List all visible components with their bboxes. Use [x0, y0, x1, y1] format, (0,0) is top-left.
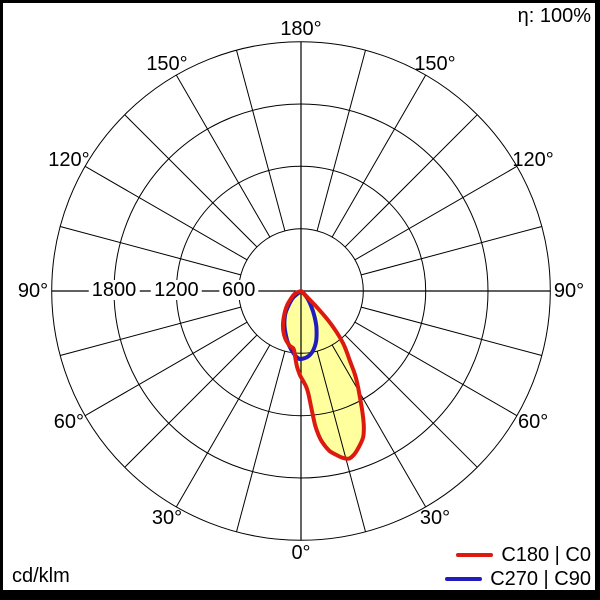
angle-label-120-left: 120° [48, 149, 90, 171]
legend-row-c90: C270 | C90 [445, 568, 591, 589]
grid-spoke-45 [344, 334, 478, 468]
legend-line-c270-c90 [445, 576, 483, 581]
grid-spoke-120 [354, 165, 518, 261]
grid-spoke-15 [316, 351, 367, 532]
grid-spoke-240 [84, 165, 248, 261]
grid-spoke-165 [316, 50, 367, 231]
grid-spoke-315 [124, 334, 258, 468]
angle-label-90-left: 90° [17, 280, 49, 302]
grid-spoke-105 [361, 225, 542, 276]
angle-label-180: 180° [280, 18, 322, 40]
angle-label-0: 0° [291, 542, 311, 564]
efficiency-label: η: 100% [517, 5, 591, 27]
radial-label-600: 600 [218, 280, 259, 300]
grid-spoke-300 [84, 321, 248, 417]
grid-spoke-30 [331, 344, 427, 508]
grid-spoke-225 [124, 114, 258, 248]
legend-row-c0: C180 | C0 [456, 544, 591, 565]
legend-label-c270-c90: C270 | C90 [490, 567, 591, 590]
grid-spoke-255 [60, 225, 241, 276]
grid-spoke-210 [175, 74, 271, 238]
angle-label-60-left: 60° [53, 411, 85, 433]
radial-label-1200: 1200 [151, 280, 202, 300]
angle-label-150-left: 150° [146, 53, 188, 76]
frame-border-left [0, 0, 3, 600]
radial-label-1800: 1800 [88, 280, 140, 300]
unit-label: cd/klm [12, 565, 70, 587]
grid-spoke-345 [235, 351, 286, 532]
frame-border-top [0, 0, 600, 3]
grid-spoke-285 [60, 306, 241, 357]
angle-label-30-right: 30° [419, 506, 451, 529]
legend-line-c180-c0 [456, 552, 494, 557]
frame-border-right [595, 0, 600, 600]
angle-label-120-right: 120° [512, 149, 554, 171]
grid-spoke-135 [344, 114, 478, 248]
legend: C180 | C0 C270 | C90 [445, 544, 591, 589]
grid-spoke-150 [331, 74, 427, 238]
curve-c180-c0 [280, 289, 366, 461]
angle-label-90-right: 90° [553, 280, 585, 302]
angle-label-150-right: 150° [414, 53, 456, 76]
grid-spoke-330 [175, 344, 271, 508]
grid-spoke-75 [361, 306, 542, 357]
grid-spoke-195 [235, 50, 286, 231]
frame-border-bottom [0, 590, 600, 600]
angle-label-30-left: 30° [151, 506, 183, 529]
grid-spoke-60 [354, 321, 518, 417]
angle-label-60-right: 60° [517, 411, 549, 433]
legend-label-c180-c0: C180 | C0 [501, 543, 591, 566]
